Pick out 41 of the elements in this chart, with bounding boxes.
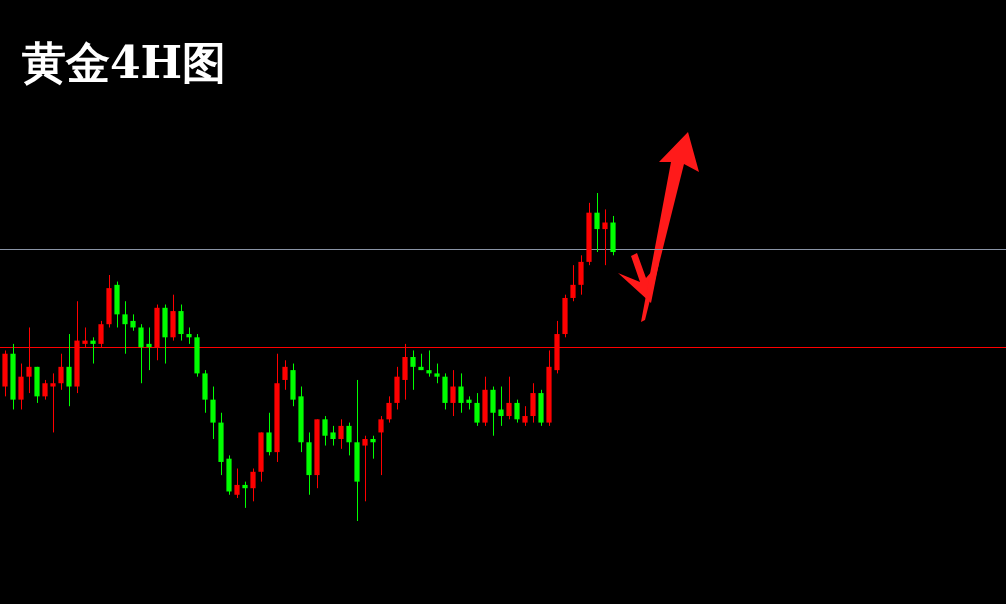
candlestick: [242, 481, 248, 509]
candlestick: [362, 435, 368, 502]
candlestick: [330, 425, 336, 447]
candlestick: [234, 468, 240, 499]
candlestick: [434, 363, 440, 384]
candlestick: [322, 415, 328, 447]
candlestick: [522, 405, 528, 427]
candlestick: [530, 382, 536, 424]
candlestick: [282, 359, 288, 391]
candlestick: [602, 208, 608, 266]
candlestick: [18, 363, 24, 410]
candlestick: [42, 379, 48, 401]
candlestick: [250, 468, 256, 502]
candlestick: [210, 386, 216, 440]
candlestick: [66, 333, 72, 407]
candlestick: [370, 435, 376, 460]
candlestick: [570, 264, 576, 302]
candlestick: [178, 304, 184, 342]
candlestick: [146, 326, 152, 371]
candlestick: [90, 336, 96, 365]
candlestick: [346, 422, 352, 456]
candlestick: [378, 415, 384, 476]
candlestick: [578, 254, 584, 296]
candlestick: [514, 399, 520, 424]
candlestick: [498, 386, 504, 427]
candlestick: [338, 418, 344, 450]
candlestick: [490, 386, 496, 437]
chart-title: 黄金4H图: [22, 36, 227, 90]
candlestick: [450, 369, 456, 417]
candlestick: [266, 412, 272, 456]
candlestick: [50, 372, 56, 433]
candlestick: [386, 395, 392, 424]
candlestick: [410, 349, 416, 391]
candlestick: [506, 376, 512, 420]
candlestick: [474, 392, 480, 427]
candlestick: [122, 300, 128, 355]
candlestick: [426, 349, 432, 378]
candlestick: [594, 192, 600, 253]
candlestick: [58, 353, 64, 391]
candlestick: [138, 323, 144, 384]
candlestick: [458, 372, 464, 414]
